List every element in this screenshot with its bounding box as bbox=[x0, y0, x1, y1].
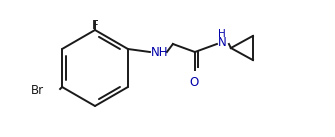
Text: Br: Br bbox=[31, 85, 44, 98]
Text: F: F bbox=[92, 19, 98, 32]
Text: O: O bbox=[189, 76, 199, 89]
Text: NH: NH bbox=[151, 46, 169, 59]
Text: N: N bbox=[218, 36, 227, 49]
Text: H: H bbox=[218, 29, 226, 39]
